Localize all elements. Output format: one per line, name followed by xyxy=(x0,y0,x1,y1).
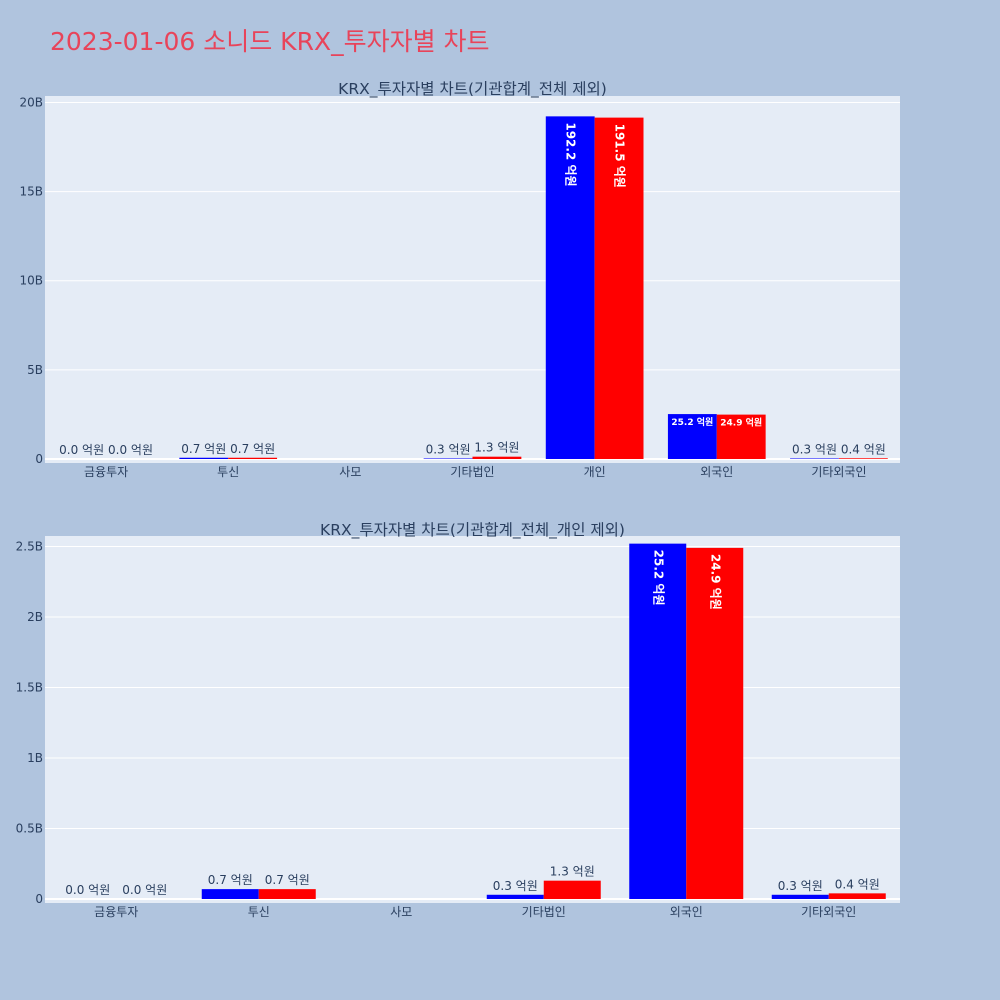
x-tick-label: 기타법인 xyxy=(522,905,566,919)
bar-value-label: 24.9 억원 xyxy=(720,417,762,429)
bar-value-label: 0.3 억원 xyxy=(778,879,823,893)
bar-value-label: 191.5 억원 xyxy=(613,124,627,188)
bar-value-label: 1.3 억원 xyxy=(550,865,595,879)
x-tick-label: 기타외국인 xyxy=(811,465,866,479)
y-tick-label: 0 xyxy=(35,892,43,906)
y-tick-label: 0 xyxy=(35,452,43,466)
bar-value-label: 192.2 억원 xyxy=(564,122,578,186)
bar-value-label: 1.3 억원 xyxy=(474,441,519,455)
bar xyxy=(543,880,601,899)
bar-value-label: 0.7 억원 xyxy=(208,873,253,887)
bar xyxy=(790,458,839,459)
x-tick-label: 기타외국인 xyxy=(801,905,856,919)
x-tick-label: 기타법인 xyxy=(450,465,494,479)
x-tick-label: 투신 xyxy=(248,905,270,919)
bar xyxy=(545,116,595,460)
bar-value-label: 0.0 억원 xyxy=(108,443,153,457)
bar xyxy=(629,543,687,899)
bar-value-label: 0.0 억원 xyxy=(59,443,104,457)
y-tick-label: 1B xyxy=(27,751,43,765)
y-tick-label: 2.5B xyxy=(16,539,43,553)
bar xyxy=(838,458,888,459)
bar xyxy=(228,457,278,459)
bar xyxy=(667,414,717,459)
bar-value-label: 0.3 억원 xyxy=(426,442,471,456)
y-tick-label: 2B xyxy=(27,610,43,624)
bar xyxy=(716,414,766,459)
x-tick-label: 금융투자 xyxy=(94,905,138,919)
bar-value-label: 0.4 억원 xyxy=(841,442,886,456)
bar-value-label: 24.9 억원 xyxy=(708,554,722,610)
bar xyxy=(201,889,259,899)
bar-value-label: 0.4 억원 xyxy=(835,877,880,891)
bar xyxy=(594,117,644,460)
y-tick-label: 0.5B xyxy=(16,821,43,835)
bar-value-label: 0.3 억원 xyxy=(792,442,837,456)
x-tick-label: 사모 xyxy=(390,905,412,919)
bar xyxy=(472,456,522,459)
bar-value-label: 25.2 억원 xyxy=(671,416,713,428)
x-tick-label: 외국인 xyxy=(670,905,703,919)
page-title: 2023-01-06 소니드 KRX_투자자별 차트 xyxy=(50,27,490,56)
bar-value-label: 0.7 억원 xyxy=(265,873,310,887)
bar xyxy=(771,894,829,899)
plot-area xyxy=(45,96,900,463)
chart-title: KRX_투자자별 차트(기관합계_전체 제외) xyxy=(338,80,607,99)
bar xyxy=(258,889,316,899)
y-tick-label: 20B xyxy=(19,95,43,109)
y-tick-label: 1.5B xyxy=(16,680,43,694)
x-tick-label: 금융투자 xyxy=(84,465,128,479)
x-tick-label: 개인 xyxy=(584,465,606,479)
bar-value-label: 0.0 억원 xyxy=(65,883,110,897)
x-tick-label: 사모 xyxy=(339,465,361,479)
bar xyxy=(828,893,886,899)
x-tick-label: 투신 xyxy=(217,465,239,479)
bar-value-label: 0.0 억원 xyxy=(122,883,167,897)
bar-value-label: 0.3 억원 xyxy=(493,879,538,893)
y-tick-label: 15B xyxy=(19,185,43,199)
bar xyxy=(486,894,544,899)
bar xyxy=(179,457,229,459)
bar-value-label: 25.2 억원 xyxy=(651,550,665,606)
bar xyxy=(423,458,473,459)
chart-bottom: 0 0.5B 1B 1.5B 2B 2.5B KRX_투자자별 차트(기관합계_전체_개인 … xyxy=(16,521,900,919)
bar xyxy=(686,547,744,899)
y-tick-label: 5B xyxy=(27,363,43,377)
chart-title: KRX_투자자별 차트(기관합계_전체_개인 제외) xyxy=(320,521,625,540)
x-tick-label: 외국인 xyxy=(700,465,733,479)
bar-value-label: 0.7 억원 xyxy=(230,442,275,456)
chart-top: 0 5B 10B 15B 20B KRX_투자자별 차트(기관합계_전체 제외) 금융투자 0… xyxy=(19,80,900,479)
bar-value-label: 0.7 억원 xyxy=(181,442,226,456)
y-tick-label: 10B xyxy=(19,274,43,288)
plot-area xyxy=(45,536,900,903)
